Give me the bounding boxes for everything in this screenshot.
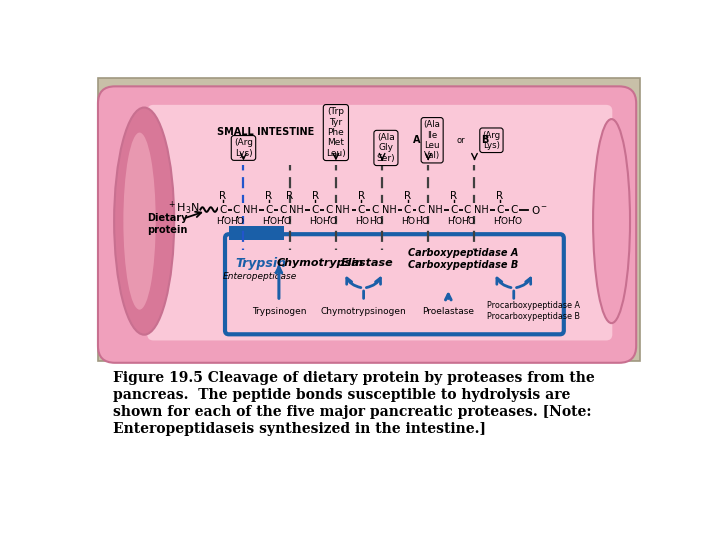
- Text: C: C: [265, 205, 273, 214]
- Text: NH: NH: [336, 205, 350, 214]
- Text: H: H: [276, 218, 283, 226]
- Text: C: C: [358, 205, 365, 214]
- Text: C: C: [325, 205, 333, 214]
- Text: NH: NH: [382, 205, 397, 214]
- Text: SMALL INTESTINE: SMALL INTESTINE: [217, 127, 314, 137]
- Ellipse shape: [593, 119, 630, 323]
- Text: NH: NH: [474, 205, 489, 214]
- Text: C: C: [418, 205, 425, 214]
- Text: H: H: [230, 218, 237, 226]
- Text: C: C: [233, 205, 240, 214]
- Text: Trypsin: Trypsin: [231, 226, 282, 239]
- Text: NH: NH: [289, 205, 304, 214]
- Text: C: C: [372, 205, 379, 214]
- Text: C: C: [404, 205, 411, 214]
- Text: R: R: [266, 191, 272, 201]
- Ellipse shape: [123, 132, 156, 309]
- Text: Chymotrypsinogen: Chymotrypsinogen: [320, 307, 407, 316]
- Text: Procarboxypeptidase A
Procarboxypeptidase B: Procarboxypeptidase A Procarboxypeptidas…: [487, 301, 580, 321]
- Text: O: O: [269, 218, 276, 226]
- Text: O: O: [422, 218, 428, 226]
- FancyBboxPatch shape: [225, 234, 564, 334]
- Text: H: H: [263, 218, 269, 226]
- Text: C: C: [219, 205, 226, 214]
- Text: R: R: [450, 191, 457, 201]
- Text: H: H: [323, 218, 329, 226]
- Text: H: H: [447, 218, 454, 226]
- Text: O: O: [376, 218, 382, 226]
- Text: O: O: [454, 218, 461, 226]
- Text: $^+$H$_3$N: $^+$H$_3$N: [166, 200, 199, 217]
- Text: R: R: [286, 191, 293, 201]
- Text: O: O: [237, 218, 244, 226]
- Text: shown for each of the five major pancreatic proteases. [Note:: shown for each of the five major pancrea…: [113, 405, 592, 419]
- Text: O: O: [361, 218, 369, 226]
- Text: Trypsin: Trypsin: [235, 257, 286, 270]
- Text: R: R: [404, 191, 411, 201]
- Text: H: H: [401, 218, 408, 226]
- Text: B: B: [481, 135, 488, 145]
- Text: R: R: [219, 191, 226, 201]
- Text: (Arg
Lys): (Arg Lys): [234, 138, 253, 158]
- Text: R: R: [312, 191, 319, 201]
- Text: Trypsinogen: Trypsinogen: [252, 307, 306, 316]
- Bar: [229, 227, 284, 239]
- Text: H: H: [216, 218, 223, 226]
- Text: O: O: [315, 218, 323, 226]
- Text: Proelastase: Proelastase: [423, 307, 474, 316]
- Ellipse shape: [114, 107, 174, 335]
- Text: H: H: [355, 218, 361, 226]
- Text: H: H: [415, 218, 422, 226]
- Text: H: H: [369, 218, 375, 226]
- Text: pancreas.  The peptide bonds susceptible to hydrolysis are: pancreas. The peptide bonds susceptible …: [113, 388, 571, 402]
- Text: R: R: [496, 191, 503, 201]
- Text: or: or: [456, 136, 465, 145]
- FancyBboxPatch shape: [229, 226, 284, 240]
- Text: C: C: [464, 205, 472, 214]
- Text: O: O: [223, 218, 230, 226]
- Text: NH: NH: [428, 205, 443, 214]
- Text: O$^-$: O$^-$: [531, 204, 548, 215]
- Text: C: C: [510, 205, 518, 214]
- Text: H: H: [493, 218, 500, 226]
- Bar: [98, 78, 640, 361]
- Text: C: C: [279, 205, 287, 214]
- Text: (Trp
Tyr
Phe
Met
Leu): (Trp Tyr Phe Met Leu): [326, 107, 346, 158]
- Text: Enteropeptidase: Enteropeptidase: [222, 272, 297, 281]
- Text: O: O: [500, 218, 508, 226]
- Text: (Arg
Lys): (Arg Lys): [482, 131, 500, 150]
- Text: H: H: [461, 218, 468, 226]
- Text: Figure 19.5 Cleavage of dietary protein by proteases from the: Figure 19.5 Cleavage of dietary protein …: [113, 372, 595, 385]
- Text: C: C: [312, 205, 319, 214]
- FancyBboxPatch shape: [148, 105, 612, 340]
- Text: Carboxypeptidase A
Carboxypeptidase B: Carboxypeptidase A Carboxypeptidase B: [408, 248, 518, 269]
- Text: (Ala
Gly
Ser): (Ala Gly Ser): [377, 133, 395, 163]
- Text: Chymotrypsin: Chymotrypsin: [277, 259, 364, 268]
- Text: O: O: [468, 218, 475, 226]
- Text: O: O: [329, 218, 336, 226]
- Text: Elastase: Elastase: [341, 259, 393, 268]
- Text: C: C: [496, 205, 503, 214]
- Text: Enteropeptidaseis synthesized in the intestine.]: Enteropeptidaseis synthesized in the int…: [113, 422, 487, 436]
- Text: O: O: [408, 218, 415, 226]
- FancyBboxPatch shape: [98, 86, 636, 363]
- Text: O: O: [514, 218, 521, 226]
- Text: O: O: [283, 218, 290, 226]
- Text: (Ala
Ile
Leu
Val): (Ala Ile Leu Val): [423, 120, 441, 160]
- Text: H: H: [309, 218, 315, 226]
- Text: C: C: [450, 205, 457, 214]
- Text: A: A: [413, 135, 420, 145]
- Text: NH: NH: [243, 205, 258, 214]
- Text: Dietary
protein: Dietary protein: [147, 213, 187, 235]
- Text: H: H: [508, 218, 514, 226]
- Text: R: R: [358, 191, 365, 201]
